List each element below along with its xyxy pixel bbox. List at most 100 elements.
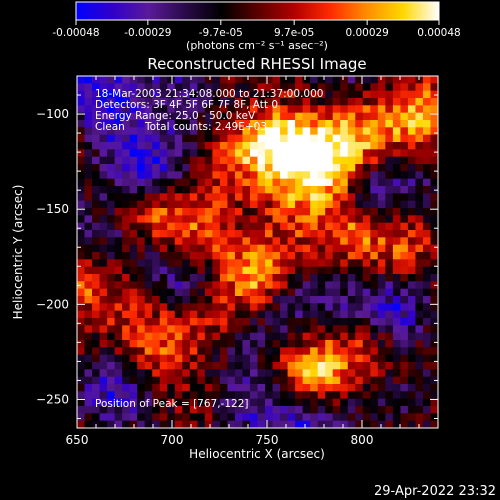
heatmap-cell [340, 420, 349, 428]
heatmap-cell [295, 98, 304, 106]
heatmap-cell [340, 413, 349, 422]
heatmap-cell [107, 303, 116, 312]
heatmap-cell [370, 83, 379, 92]
heatmap-cell [144, 142, 153, 150]
heatmap-cell [295, 112, 304, 121]
heatmap-cell [310, 244, 319, 253]
heatmap-cell [189, 200, 198, 209]
heatmap-cell [114, 413, 123, 422]
heatmap-cell [287, 134, 296, 143]
heatmap-cell [407, 325, 417, 334]
heatmap-cell [189, 354, 198, 363]
heatmap-cell [99, 274, 108, 282]
heatmap-cell [137, 288, 146, 297]
heatmap-cell [84, 127, 93, 136]
heatmap-cell [377, 259, 386, 268]
heatmap-cell [159, 266, 168, 275]
heatmap-cell [212, 134, 221, 143]
heatmap-cell [227, 149, 236, 158]
heatmap-cell [249, 325, 259, 334]
heatmap-cell [167, 76, 176, 84]
heatmap-cell [407, 332, 417, 341]
heatmap-cell [415, 391, 424, 400]
heatmap-cell [325, 171, 334, 180]
heatmap-cell [234, 340, 244, 348]
heatmap-cell [129, 90, 138, 99]
heatmap-cell [99, 420, 108, 428]
heatmap-cell [257, 244, 266, 253]
heatmap-cell [144, 281, 153, 290]
heatmap-cell [152, 259, 161, 268]
heatmap-cell [407, 274, 417, 282]
heatmap-cell [189, 376, 198, 385]
heatmap-cell [377, 178, 386, 187]
heatmap-cell [355, 325, 364, 334]
heatmap-cell [317, 142, 326, 150]
heatmap-cell [332, 193, 341, 202]
heatmap-cell [137, 413, 146, 422]
heatmap-cell [107, 244, 116, 253]
heatmap-cell [265, 332, 274, 341]
heatmap-cell [167, 178, 176, 187]
heatmap-cell [114, 215, 123, 224]
heatmap-cell [362, 420, 371, 428]
heatmap-cell [129, 200, 138, 209]
heatmap-cell [310, 369, 319, 378]
heatmap-cell [189, 178, 198, 187]
heatmap-cell [197, 127, 206, 136]
heatmap-cell [385, 230, 394, 238]
heatmap-cell [347, 164, 356, 172]
heatmap-cell [174, 325, 183, 334]
heatmap-cell [377, 127, 386, 136]
heatmap-cell [99, 208, 108, 216]
heatmap-cell [234, 230, 244, 238]
heatmap-cell [355, 376, 364, 385]
heatmap-cell [430, 259, 438, 268]
heatmap-cell [422, 237, 432, 246]
heatmap-cell [422, 186, 432, 194]
heatmap-cell [280, 105, 289, 114]
heatmap-cell [144, 215, 153, 224]
heatmap-cell [302, 215, 311, 224]
heatmap-cell [302, 230, 311, 238]
heatmap-cell [219, 171, 229, 180]
heatmap-cell [99, 178, 108, 187]
heatmap-cell [197, 76, 206, 84]
heatmap-cell [370, 208, 379, 216]
heatmap-cell [137, 142, 146, 150]
heatmap-cell [129, 215, 138, 224]
heatmap-cell [152, 354, 161, 363]
heatmap-cell [189, 274, 198, 282]
heatmap-cell [182, 127, 191, 136]
heatmap-cell [249, 105, 259, 114]
heatmap-cell [197, 90, 206, 99]
heatmap-cell [302, 105, 311, 114]
heatmap-cell [204, 310, 213, 319]
heatmap-cell [122, 340, 131, 348]
heatmap-cell [310, 156, 319, 165]
heatmap-cell [197, 303, 206, 312]
heatmap-cell [234, 193, 244, 202]
heatmap-cell [77, 171, 86, 180]
heatmap-cell [287, 120, 296, 128]
heatmap-cell [84, 266, 93, 275]
heatmap-cell [302, 296, 311, 304]
heatmap-cell [340, 369, 349, 378]
heatmap-cell [137, 134, 146, 143]
heatmap-cell [362, 259, 371, 268]
heatmap-cell [332, 186, 341, 194]
heatmap-cell [302, 193, 311, 202]
heatmap-cell [234, 296, 244, 304]
heatmap-cell [227, 112, 236, 121]
heatmap-cell [137, 274, 146, 282]
heatmap-cell [234, 98, 244, 106]
heatmap-cell [355, 413, 364, 422]
heatmap-cell [325, 252, 334, 260]
heatmap-cell [99, 76, 108, 84]
heatmap-cell [295, 76, 304, 84]
heatmap-cell [137, 98, 146, 106]
heatmap-cell [174, 105, 183, 114]
heatmap-cell [144, 266, 153, 275]
heatmap-cell [430, 222, 438, 231]
heatmap-cell [287, 391, 296, 400]
